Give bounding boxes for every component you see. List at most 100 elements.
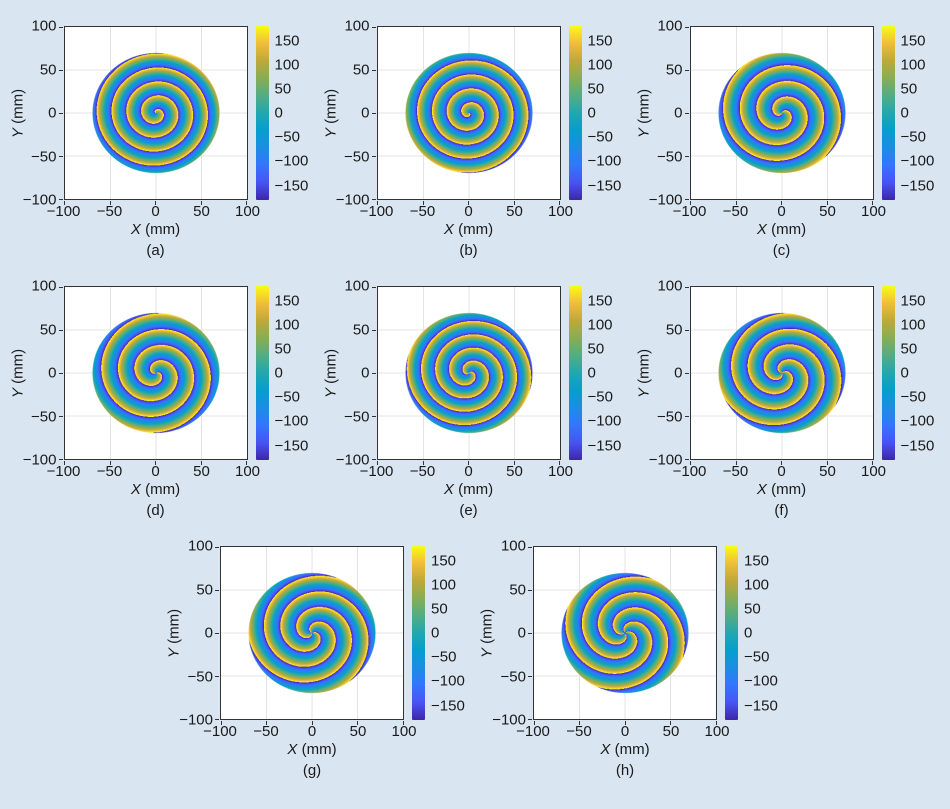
subplot-panel: Y (mm) −100 −50 0 50 100 150 100 50 0 −50 −100 −15… xyxy=(477,538,786,782)
panel-letter: (f) xyxy=(774,502,789,519)
x-tick-label: −50 xyxy=(96,203,123,220)
y-axis-label-var: Y xyxy=(635,127,652,138)
subplot-panel: Y (mm) −100 −50 0 50 100 150 100 50 0 −50 −100 −15… xyxy=(634,278,943,522)
colorbar-tick-label: −50 xyxy=(587,128,613,146)
colorbar-tick-label: −100 xyxy=(274,412,309,430)
x-tick-mark xyxy=(200,461,202,465)
phase-map-canvas xyxy=(690,27,873,199)
y-tick-label: 100 xyxy=(31,277,57,295)
y-tick-mark xyxy=(684,112,689,114)
y-tick-label: 100 xyxy=(187,537,213,555)
x-tick-label: −50 xyxy=(409,203,436,220)
y-tick-label: 0 xyxy=(48,104,57,122)
y-axis-tick-labels: −100 −50 0 50 100 xyxy=(649,18,690,209)
y-tick-label: 50 xyxy=(509,581,526,598)
x-axis-label: X (mm) xyxy=(533,740,717,760)
x-tick-mark xyxy=(246,201,247,205)
colorbar-tick-label: 150 xyxy=(900,292,926,309)
plot-area xyxy=(684,286,874,465)
y-tick-label: −50 xyxy=(31,408,57,425)
x-tick-mark xyxy=(377,461,378,465)
x-tick-label: 0 xyxy=(777,463,786,480)
y-tick-label: −50 xyxy=(344,148,370,165)
y-tick-mark xyxy=(371,329,376,331)
colorbar-tick-label: 50 xyxy=(587,340,605,358)
y-tick-mark xyxy=(371,198,376,200)
y-tick-mark xyxy=(528,546,532,548)
y-tick-label: 0 xyxy=(361,364,370,382)
y-tick-mark xyxy=(215,589,219,591)
y-axis-label: Y (mm) xyxy=(634,26,654,200)
colorbar-tick-label: 50 xyxy=(274,340,292,358)
colorbar-tick-labels: 150 100 50 0 −50 −100 −150 xyxy=(738,546,786,720)
colorbar-tick-label: 150 xyxy=(274,292,300,309)
x-tick-label: 100 xyxy=(704,723,730,740)
colorbar xyxy=(568,26,582,200)
y-tick-mark xyxy=(684,286,689,288)
panel-letter: (g) xyxy=(302,762,322,779)
x-tick-label: 50 xyxy=(193,463,210,480)
y-axis-label-var: Y xyxy=(9,127,26,138)
x-axis-label: X (mm) xyxy=(377,480,561,500)
phase-map-canvas xyxy=(534,547,716,719)
x-axis-label-var: X xyxy=(443,221,454,238)
y-tick-mark xyxy=(371,286,376,288)
phase-map-canvas xyxy=(377,287,560,459)
y-tick-label: −100 xyxy=(648,451,683,469)
y-tick-mark xyxy=(684,198,689,200)
colorbar-tick-label: −50 xyxy=(274,128,300,146)
y-tick-label: −100 xyxy=(648,191,683,209)
colorbar-tick-label: −100 xyxy=(900,412,935,430)
colorbar xyxy=(881,26,895,200)
x-tick-label: −50 xyxy=(253,723,279,740)
x-tick-label: 50 xyxy=(819,463,836,480)
x-tick-mark xyxy=(872,201,873,205)
y-tick-label: −100 xyxy=(492,711,526,729)
colorbar-tick-label: −50 xyxy=(900,128,926,146)
plot-area xyxy=(528,546,717,725)
colorbar-tick-labels: 150 100 50 0 −50 −100 −150 xyxy=(895,286,943,460)
x-axis-tick-labels: −100 −50 0 50 100 xyxy=(360,460,573,480)
x-tick-label: 100 xyxy=(234,203,261,220)
y-tick-mark xyxy=(58,26,63,28)
y-axis-tick-labels: −100 −50 0 50 100 xyxy=(492,538,533,729)
panel-letter: (d) xyxy=(146,502,165,519)
colorbar-tick-label: −100 xyxy=(431,672,465,690)
colorbar-tick-label: −150 xyxy=(900,177,935,194)
x-tick-mark xyxy=(311,721,313,725)
colorbar-tick-label: −150 xyxy=(587,437,622,454)
x-tick-mark xyxy=(220,721,222,725)
colorbar-tick-label: −100 xyxy=(587,152,622,170)
y-tick-label: 50 xyxy=(665,321,683,338)
colorbar-tick-label: −50 xyxy=(744,648,770,666)
colorbar-tick-label: 0 xyxy=(274,364,283,382)
colorbar-tick-label: 0 xyxy=(900,364,909,382)
y-axis-label-unit: (mm) xyxy=(322,88,339,128)
phase-map-canvas xyxy=(221,547,403,719)
x-tick-mark xyxy=(579,721,580,725)
colorbar-tick-label: 50 xyxy=(900,340,918,358)
y-tick-label: 100 xyxy=(657,17,683,35)
y-tick-mark xyxy=(684,69,689,71)
colorbar-tick-labels: 150 100 50 0 −50 −100 −150 xyxy=(582,286,630,460)
colorbar-tick-labels: 150 100 50 0 −50 −100 −150 xyxy=(269,286,317,460)
y-tick-label: −100 xyxy=(22,191,57,209)
y-tick-mark xyxy=(684,26,689,28)
y-axis-label: Y (mm) xyxy=(634,286,654,460)
x-tick-label: 50 xyxy=(193,203,210,220)
x-tick-label: 50 xyxy=(506,463,523,480)
y-tick-mark xyxy=(58,458,63,460)
y-tick-mark xyxy=(58,372,63,374)
colorbar-tick-label: −150 xyxy=(900,437,935,454)
y-tick-label: −50 xyxy=(657,148,683,165)
x-tick-label: 50 xyxy=(662,723,680,740)
y-tick-label: −100 xyxy=(22,451,57,469)
y-tick-mark xyxy=(58,286,63,288)
plot-area xyxy=(58,286,248,465)
y-tick-mark xyxy=(371,415,376,417)
y-axis-tick-labels: −100 −50 0 50 100 xyxy=(336,18,377,209)
x-axis-label: X (mm) xyxy=(690,480,874,500)
x-tick-mark xyxy=(735,201,737,205)
x-axis-label-var: X xyxy=(443,481,454,498)
x-tick-mark xyxy=(468,461,469,465)
